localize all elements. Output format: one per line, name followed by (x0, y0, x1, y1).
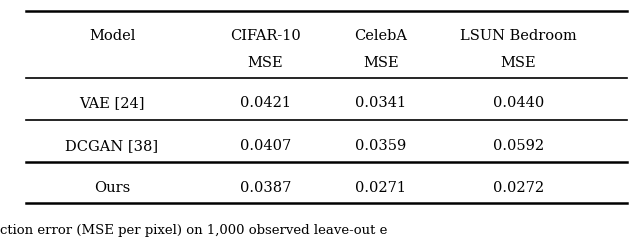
Text: CIFAR-10: CIFAR-10 (230, 29, 301, 43)
Text: 0.0272: 0.0272 (493, 181, 544, 195)
Text: CelebA: CelebA (355, 29, 407, 43)
Text: 0.0271: 0.0271 (355, 181, 406, 195)
Text: 0.0359: 0.0359 (355, 139, 406, 153)
Text: 0.0592: 0.0592 (493, 139, 544, 153)
Text: 0.0440: 0.0440 (493, 96, 544, 110)
Text: MSE: MSE (363, 57, 399, 70)
Text: MSE: MSE (500, 57, 536, 70)
Text: MSE: MSE (248, 57, 284, 70)
Text: DCGAN [38]: DCGAN [38] (65, 139, 159, 153)
Text: Model: Model (89, 29, 135, 43)
Text: LSUN Bedroom: LSUN Bedroom (460, 29, 577, 43)
Text: 0.0421: 0.0421 (240, 96, 291, 110)
Text: 0.0407: 0.0407 (240, 139, 291, 153)
Text: 0.0341: 0.0341 (355, 96, 406, 110)
Text: Ours: Ours (94, 181, 130, 195)
Text: VAE [24]: VAE [24] (79, 96, 145, 110)
Text: 0.0387: 0.0387 (240, 181, 291, 195)
Text: ction error (MSE per pixel) on 1,000 observed leave-out e: ction error (MSE per pixel) on 1,000 obs… (0, 224, 387, 237)
